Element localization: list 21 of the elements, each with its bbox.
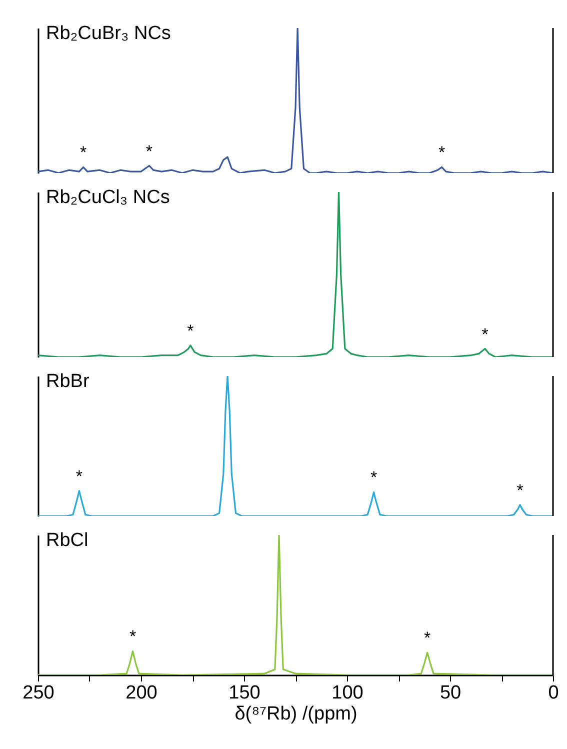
text: Rb₂CuBr₃ NCs — [46, 23, 171, 44]
text: RbBr — [46, 371, 90, 392]
text: Rb₂CuCl₃ NCs — [46, 187, 170, 208]
annotation: * — [146, 142, 153, 161]
annotation: * — [80, 143, 88, 162]
annotation: * — [76, 466, 83, 486]
x-tick-label: 50 — [440, 682, 462, 704]
annotation: * — [187, 321, 194, 340]
x-tick-label: 200 — [126, 682, 158, 704]
x-axis-title: δ(⁸⁷Rb) /(ppm) — [234, 704, 358, 724]
text: RbCl — [46, 530, 88, 551]
annotation: * — [129, 627, 136, 646]
x-tick-label: 100 — [332, 682, 364, 704]
x-tick-label: 150 — [228, 682, 260, 704]
annotation: * — [438, 143, 446, 162]
annotation: * — [370, 468, 378, 488]
x-tick-label: 0 — [548, 682, 559, 704]
annotation: * — [424, 628, 432, 648]
annotation: * — [516, 480, 524, 500]
x-tick-label: 250 — [22, 682, 54, 704]
annotation: * — [482, 324, 489, 344]
